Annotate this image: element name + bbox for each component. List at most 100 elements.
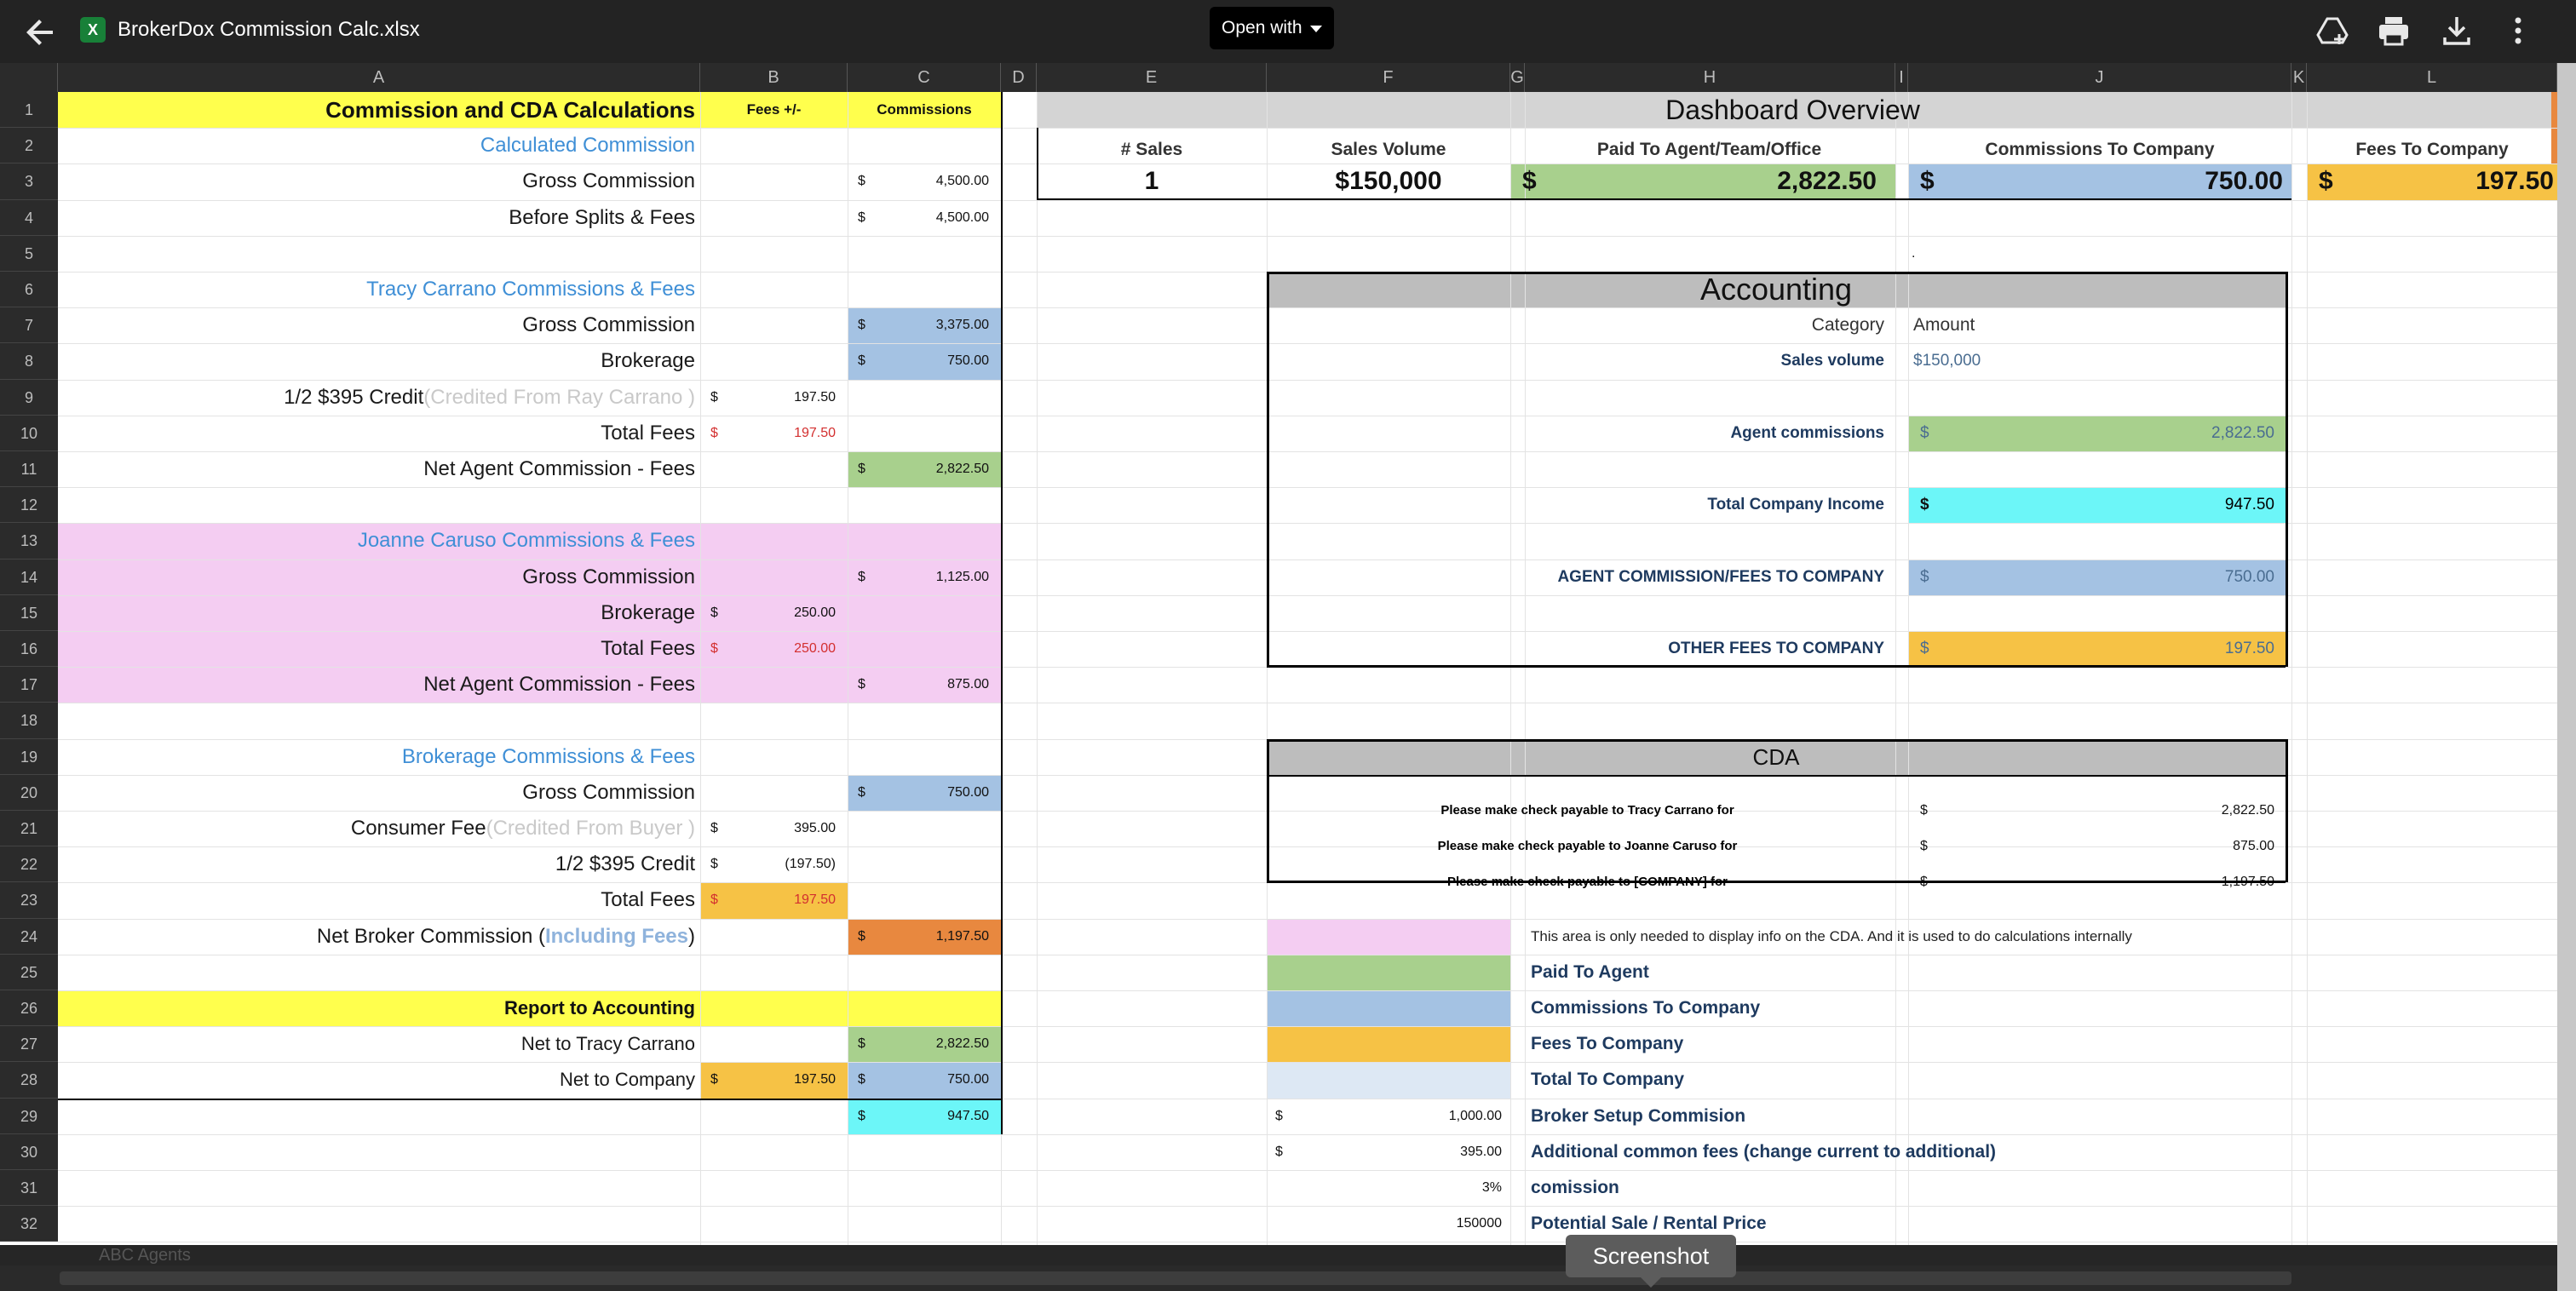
- row-header[interactable]: 17: [0, 667, 58, 703]
- gridline-horizontal: [58, 379, 2557, 381]
- row-header[interactable]: 27: [0, 1026, 58, 1063]
- row-header[interactable]: 26: [0, 990, 58, 1027]
- gridline-horizontal: [58, 990, 2557, 991]
- row-header[interactable]: 18: [0, 703, 58, 739]
- row-header[interactable]: 29: [0, 1098, 58, 1134]
- cda-joanne-text: Please make check payable to Joanne Caru…: [1437, 839, 1738, 853]
- row-header[interactable]: 14: [0, 559, 58, 595]
- row-header[interactable]: 21: [0, 811, 58, 847]
- row-header[interactable]: 15: [0, 594, 58, 631]
- currency-symbol: $: [858, 174, 865, 189]
- row-header[interactable]: 20: [0, 774, 58, 811]
- row-header[interactable]: 24: [0, 918, 58, 955]
- currency-symbol: $: [1920, 167, 1935, 196]
- column-header[interactable]: G: [1510, 63, 1525, 92]
- row-header[interactable]: 7: [0, 307, 58, 344]
- brokerage-gross-fill: [848, 774, 1001, 811]
- column-header[interactable]: B: [700, 63, 848, 92]
- row-header[interactable]: 12: [0, 487, 58, 524]
- sheet-tab[interactable]: ABC Agents: [99, 1246, 191, 1265]
- row-header[interactable]: 10: [0, 415, 58, 451]
- column-header[interactable]: L: [2307, 63, 2557, 92]
- brokerage-gross-label: Gross Commission: [522, 780, 695, 804]
- tracy-credit-label: 1/2 $395 Credit(Credited From Ray Carran…: [58, 380, 699, 416]
- vertical-scrollbar[interactable]: [2557, 63, 2576, 1291]
- tracy-brokerage-label: Brokerage: [601, 349, 695, 373]
- horizontal-scrollbar[interactable]: [0, 1265, 2557, 1291]
- accounting-other-label: OTHER FEES TO COMPANY: [1668, 640, 1884, 657]
- report-company-fee-fill: [700, 1062, 848, 1099]
- row-header[interactable]: 11: [0, 451, 58, 488]
- dashboard-fees-fill: [2307, 164, 2557, 200]
- column-header[interactable]: E: [1037, 63, 1267, 92]
- row-header[interactable]: 1: [0, 92, 58, 129]
- column-header[interactable]: I: [1895, 63, 1908, 92]
- currency-symbol: $: [1275, 1144, 1283, 1159]
- dashboard-dot: .: [1912, 245, 1916, 261]
- dashboard-left-border: [1037, 128, 1038, 200]
- viewer-toolbar: X BrokerDox Commission Calc.xlsx Open wi…: [0, 0, 2576, 63]
- currency-symbol: $: [1920, 839, 1928, 853]
- legend-note: This area is only needed to display info…: [1531, 927, 2132, 944]
- tracy-credit-text: 1/2 $395 Credit: [284, 385, 424, 409]
- joanne-total-fees-value: 250.00: [794, 641, 836, 656]
- dashboard-sales-label: # Sales: [1120, 140, 1183, 160]
- accounting-income-label: Total Company Income: [1707, 496, 1884, 514]
- row-header[interactable]: 5: [0, 235, 58, 272]
- row-header[interactable]: 9: [0, 379, 58, 416]
- column-header[interactable]: C: [848, 63, 1001, 92]
- gridline-horizontal: [58, 523, 2557, 525]
- currency-symbol: $: [858, 1108, 865, 1123]
- currency-symbol: $: [858, 569, 865, 584]
- select-all-corner[interactable]: [0, 63, 58, 92]
- gridline-horizontal: [58, 1170, 2557, 1171]
- row-header[interactable]: 23: [0, 882, 58, 919]
- spreadsheet-grid[interactable]: A B C D E F G H I J K L 1 2 3 4 5 6 7 8 9 10 11 12 13 14 15 16 17 18 1…: [0, 63, 2557, 1252]
- broker-net-value: 1,197.50: [935, 928, 989, 944]
- open-with-button[interactable]: Open with: [1210, 7, 1334, 49]
- add-to-drive-icon[interactable]: [2314, 12, 2351, 49]
- column-header[interactable]: K: [2291, 63, 2307, 92]
- print-icon[interactable]: [2375, 12, 2412, 49]
- joanne-gross-value: 1,125.00: [935, 569, 989, 584]
- dashboard-volume-label: Sales Volume: [1331, 140, 1446, 160]
- row-header[interactable]: 16: [0, 631, 58, 668]
- common-fees-value: 395.00: [1460, 1144, 1502, 1159]
- horizontal-scroll-thumb[interactable]: [60, 1271, 2291, 1285]
- currency-symbol: $: [858, 462, 865, 476]
- download-icon[interactable]: [2438, 12, 2475, 49]
- row-header[interactable]: 6: [0, 272, 58, 308]
- tracy-commission-fill: [848, 307, 1001, 380]
- gross-commission-value: 4,500.00: [935, 174, 989, 189]
- legend-pink-swatch: [1267, 918, 1510, 955]
- column-header[interactable]: D: [1001, 63, 1037, 92]
- broker-net-emphasis: Including Fees: [544, 924, 688, 948]
- gridline-horizontal: [58, 1206, 2557, 1208]
- gridline-horizontal: [58, 343, 2557, 345]
- row-header[interactable]: 3: [0, 164, 58, 200]
- more-vert-icon[interactable]: [2499, 12, 2537, 49]
- column-header[interactable]: H: [1525, 63, 1895, 92]
- dashboard-title-fill: [1037, 92, 2557, 129]
- row-header[interactable]: 13: [0, 523, 58, 559]
- row-header[interactable]: 4: [0, 199, 58, 236]
- row-header[interactable]: 25: [0, 954, 58, 990]
- column-header[interactable]: F: [1267, 63, 1510, 92]
- report-total-value: 947.50: [947, 1108, 989, 1123]
- dashboard-paid-fill: [1510, 164, 1895, 200]
- row-header[interactable]: 32: [0, 1206, 58, 1242]
- row-header[interactable]: 8: [0, 343, 58, 380]
- column-header[interactable]: A: [58, 63, 700, 92]
- row-header[interactable]: 28: [0, 1062, 58, 1099]
- row-header[interactable]: 30: [0, 1133, 58, 1170]
- row-header[interactable]: 19: [0, 738, 58, 775]
- row-header[interactable]: 31: [0, 1170, 58, 1207]
- currency-symbol: $: [858, 353, 865, 369]
- currency-symbol: $: [710, 605, 718, 620]
- row-header[interactable]: 22: [0, 846, 58, 883]
- column-header[interactable]: J: [1908, 63, 2291, 92]
- back-arrow-icon[interactable]: [20, 12, 61, 53]
- report-tracy-fill: [848, 1026, 1001, 1063]
- cda-company-value: 1,197.50: [1908, 846, 2274, 889]
- row-header[interactable]: 2: [0, 128, 58, 164]
